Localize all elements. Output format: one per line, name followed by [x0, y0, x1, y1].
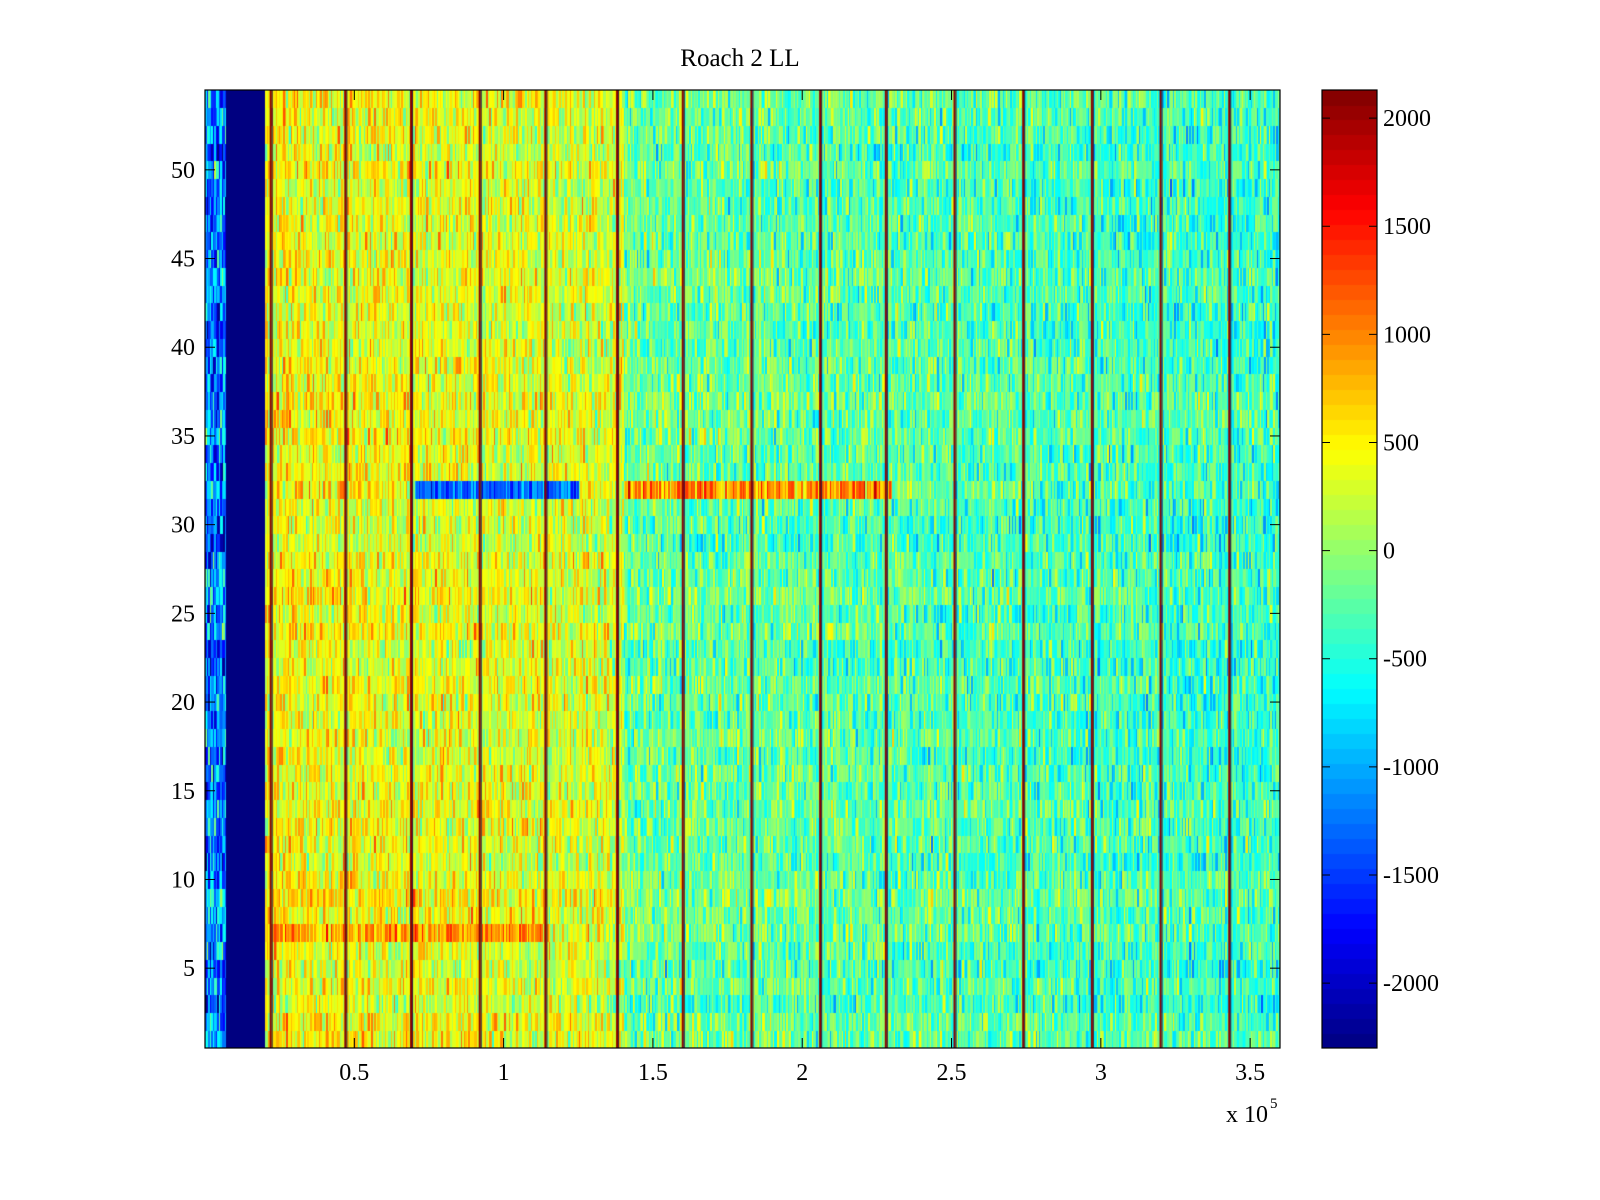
colorbar-tick-label: 1000 [1383, 322, 1431, 348]
x-tick-label: 2 [796, 1060, 808, 1086]
colorbar-tick-label: -1000 [1383, 755, 1439, 781]
x-tick-label: 1.5 [638, 1060, 668, 1086]
x-tick-label: 3.5 [1235, 1060, 1265, 1086]
colorbar-tick-label: -1500 [1383, 863, 1439, 889]
x-tick-label: 0.5 [339, 1060, 369, 1086]
x-axis-multiplier: x 10 5 [1226, 1096, 1278, 1128]
y-axis: 5 10 15 20 25 30 35 40 45 50 [171, 158, 1280, 982]
colorbar-gradient [1322, 90, 1377, 1048]
y-tick-label: 50 [171, 158, 195, 184]
colorbar-tick-label: 1500 [1383, 214, 1431, 240]
y-tick-label: 40 [171, 335, 195, 361]
x-axis: 0.5 1 1.5 2 2.5 3 3.5 [339, 90, 1265, 1086]
x-tick-label: 3 [1095, 1060, 1107, 1086]
y-tick-label: 35 [171, 424, 195, 450]
colorbar-tick-label: -500 [1383, 647, 1427, 673]
x-tick-label: 1 [498, 1060, 510, 1086]
y-tick-label: 45 [171, 247, 195, 273]
y-tick-label: 5 [183, 956, 195, 982]
plot-frame [204, 89, 1281, 1049]
x-multiplier-base: x 10 [1226, 1102, 1268, 1128]
chart-title: Roach 2 LL [680, 45, 799, 72]
colorbar: 2000 1500 1000 500 0 -500 -1000 -1500 -2000 [1321, 89, 1439, 1049]
heatmap-plot-area [204, 89, 1281, 1049]
x-multiplier-exponent: 5 [1270, 1096, 1278, 1112]
y-tick-label: 20 [171, 690, 195, 716]
heatmap-image [205, 90, 1280, 1048]
colorbar-tick-label: 2000 [1383, 106, 1431, 132]
heatmap-image-container [205, 90, 1280, 1048]
x-tick-label: 2.5 [937, 1060, 967, 1086]
y-tick-label: 25 [171, 601, 195, 627]
colorbar-frame [1321, 89, 1378, 1049]
colorbar-ticks: 2000 1500 1000 500 0 -500 -1000 -1500 -2000 [1322, 106, 1439, 997]
colorbar-tick-label: 500 [1383, 430, 1419, 456]
colorbar-tick-label: 0 [1383, 539, 1395, 565]
y-tick-label: 30 [171, 513, 195, 539]
colorbar-gradient-container [1322, 90, 1377, 1048]
y-tick-label: 15 [171, 779, 195, 805]
y-tick-label: 10 [171, 867, 195, 893]
colorbar-tick-label: -2000 [1383, 971, 1439, 997]
